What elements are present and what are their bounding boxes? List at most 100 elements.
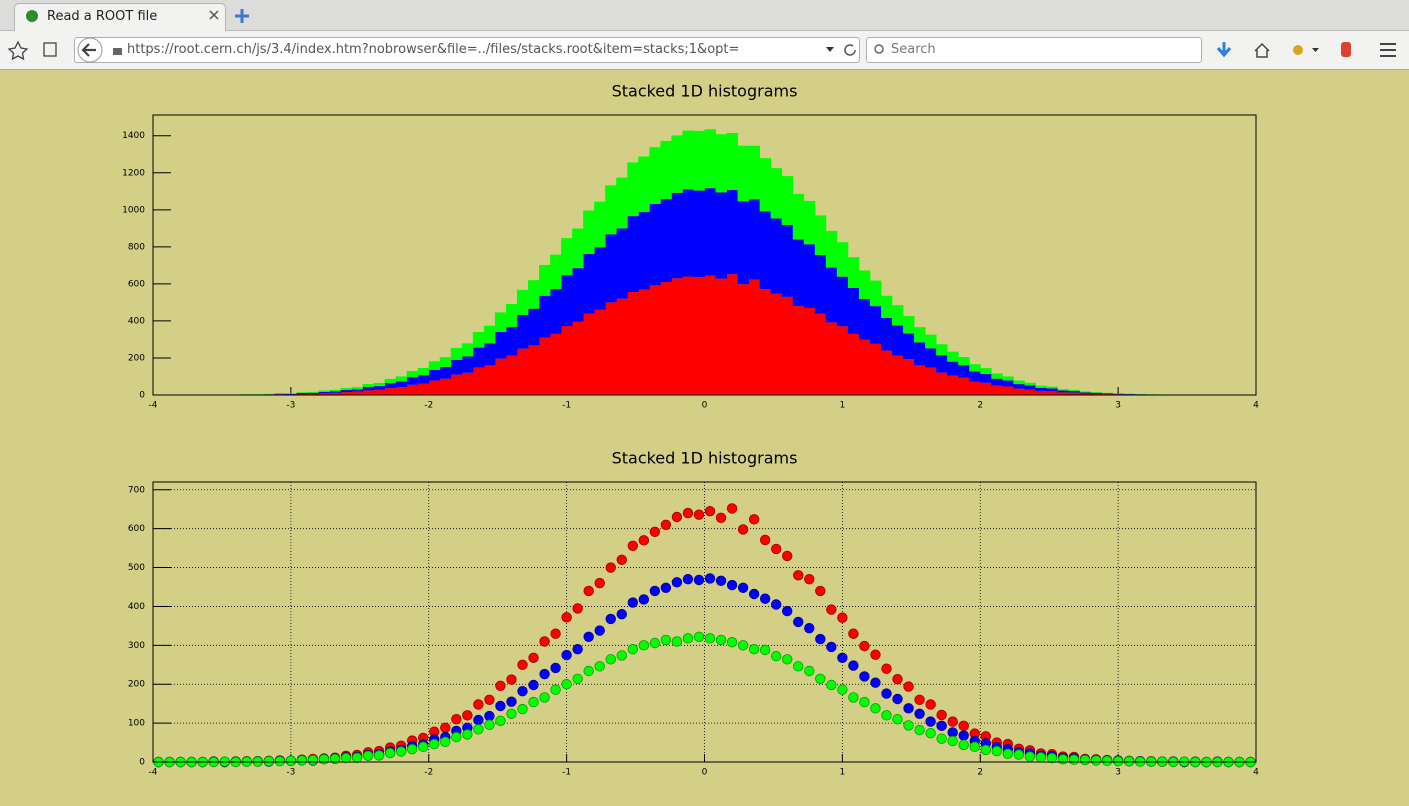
histogram-bin (792, 193, 805, 240)
histogram-bin (505, 304, 518, 328)
histogram-bin (616, 228, 628, 299)
data-point (715, 575, 727, 586)
histogram-bin (483, 325, 496, 344)
histogram-bin (958, 377, 970, 395)
histogram-bin (792, 306, 805, 395)
data-point (958, 720, 969, 732)
histogram-bin (892, 305, 904, 326)
histogram-bin (1090, 392, 1102, 394)
data-point (671, 511, 683, 523)
histogram-bin (329, 391, 341, 393)
histogram-bin (748, 199, 761, 280)
search-box[interactable]: Search (866, 37, 1202, 63)
histogram-bin (450, 347, 463, 360)
histogram-bin (594, 201, 606, 248)
data-point (715, 512, 727, 523)
histogram-bin (550, 254, 562, 290)
histogram-bin (1024, 389, 1036, 395)
histogram-bin (318, 390, 330, 392)
histogram-bin (660, 282, 672, 395)
histogram-bin (869, 343, 882, 395)
histogram-bin (649, 285, 661, 395)
data-point (506, 696, 517, 707)
histogram-bin (803, 244, 816, 308)
histogram-bin (869, 280, 882, 307)
histogram-bin (869, 306, 882, 344)
histogram-bin (1068, 390, 1080, 393)
addon-icon[interactable] (1293, 45, 1303, 55)
x-tick-label: -2 (424, 401, 433, 411)
histogram-bin (1024, 382, 1036, 386)
histogram-bin (814, 313, 827, 395)
search-placeholder: Search (891, 42, 936, 57)
histogram-bin (296, 392, 308, 393)
data-point (693, 631, 705, 642)
data-point (693, 574, 705, 586)
histogram-bin (903, 333, 915, 360)
y-tick-label: 0 (139, 758, 145, 768)
histogram-bin (1112, 393, 1125, 395)
data-point (881, 663, 892, 674)
histogram-bin (340, 389, 352, 393)
histogram-bin (439, 366, 452, 379)
histogram-bin (748, 279, 761, 395)
data-point (605, 613, 616, 625)
histogram-bin (726, 190, 738, 275)
histogram-bin (914, 342, 926, 366)
histogram-bin (307, 391, 319, 393)
addon-icon-2[interactable] (1341, 42, 1351, 57)
data-point (296, 755, 308, 766)
histogram-bin (561, 326, 573, 395)
tab[interactable]: Read a ROOT file (14, 3, 226, 31)
histogram-bin (925, 367, 937, 395)
reload[interactable] (844, 44, 856, 56)
data-point (649, 526, 661, 537)
home[interactable] (1254, 42, 1270, 58)
histogram-bin (417, 367, 430, 376)
histogram-bin (351, 387, 363, 390)
histogram-bin (903, 359, 915, 395)
histogram-bin (671, 278, 683, 395)
bookmark-star[interactable] (7, 40, 29, 61)
data-point (440, 736, 451, 747)
data-point (572, 603, 583, 614)
histogram-bin (1013, 380, 1025, 385)
browser-icons (7, 9, 1396, 63)
histogram-bin (539, 295, 551, 338)
new-tab[interactable] (235, 9, 249, 23)
data-point (1035, 752, 1047, 763)
data-point (881, 710, 892, 721)
data-point (539, 692, 550, 703)
histogram-bin (880, 350, 893, 395)
histogram-bin (605, 302, 617, 395)
data-point (737, 640, 749, 651)
downloads[interactable] (1216, 42, 1232, 58)
data-point (616, 650, 627, 661)
histogram-bin (704, 129, 716, 189)
histogram-bin (1057, 392, 1069, 395)
histogram-bin (803, 200, 816, 245)
data-point (561, 649, 572, 661)
histogram-bin (814, 215, 827, 255)
histogram-bin (693, 277, 705, 395)
data-point (1024, 751, 1036, 762)
data-point (826, 604, 837, 615)
data-point (384, 747, 396, 759)
histogram-bin (616, 298, 628, 395)
data-point (1013, 749, 1025, 760)
histogram-bin (991, 385, 1003, 395)
histogram-bin (825, 322, 838, 395)
histogram-bin (980, 368, 992, 374)
data-point (506, 674, 517, 685)
data-point (759, 534, 771, 546)
addon-dropdown[interactable] (1312, 48, 1319, 52)
tab-close[interactable] (209, 10, 219, 20)
x-tick-label: 4 (1253, 768, 1259, 778)
menu[interactable] (1380, 43, 1396, 57)
url-dropdown[interactable] (826, 47, 834, 52)
reader-icon[interactable] (43, 42, 57, 57)
histogram-bin (1002, 380, 1014, 387)
data-point (815, 585, 826, 597)
url-bar[interactable]: https://root.cern.ch/js/3.4/index.htm?no… (74, 37, 860, 63)
histogram-bin (572, 268, 584, 322)
